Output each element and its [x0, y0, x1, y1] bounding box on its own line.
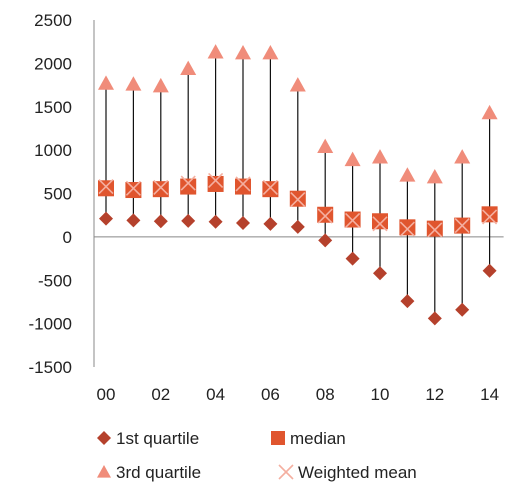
weighted-mean-point — [317, 208, 333, 224]
weighted-mean-point — [153, 179, 169, 195]
x-tick-label: 04 — [206, 385, 225, 404]
legend-weighted-mean-label: Weighted mean — [298, 463, 417, 482]
q3-point — [344, 151, 361, 167]
legend-median-label: median — [290, 429, 346, 448]
weighted-mean-point — [208, 172, 224, 189]
q1-point — [400, 294, 415, 309]
median-point — [152, 181, 169, 198]
median-point — [235, 178, 251, 195]
q3-point — [152, 77, 169, 93]
x-tick-label: 02 — [151, 385, 170, 404]
q1-point — [181, 213, 196, 228]
q1-point — [153, 214, 168, 229]
legend-q1-marker — [97, 431, 111, 445]
y-tick-label: 2500 — [34, 11, 72, 30]
legend-q1-label: 1st quartile — [116, 429, 199, 448]
median-point — [98, 180, 114, 197]
q1-point — [318, 233, 333, 248]
q1-point — [99, 211, 113, 226]
weighted-mean-point — [372, 216, 388, 232]
q3-point — [372, 149, 388, 164]
q3-point — [454, 149, 471, 164]
weighted-mean-point — [290, 192, 306, 208]
q1-point — [208, 214, 223, 229]
weighted-mean-point — [235, 176, 251, 192]
q3-point — [289, 77, 306, 92]
q1-point — [455, 302, 470, 317]
median-point — [207, 175, 224, 192]
median-point — [125, 182, 142, 199]
weighted-mean-point — [262, 179, 278, 195]
q3-point — [399, 167, 416, 182]
x-tick-label: 12 — [425, 385, 444, 404]
weighted-mean-point — [399, 221, 415, 237]
y-tick-label: 2000 — [34, 54, 72, 73]
y-tick-label: 1500 — [34, 98, 72, 117]
q3-point — [481, 104, 498, 120]
y-tick-label: -1500 — [29, 358, 72, 377]
x-tick-label: 06 — [261, 385, 280, 404]
x-tick-label: 00 — [97, 385, 116, 404]
q1-point — [345, 251, 360, 266]
legend-q3-label: 3rd quartile — [116, 463, 201, 482]
weighted-mean-point — [427, 222, 443, 238]
weighted-mean-point — [345, 212, 361, 228]
median-point — [399, 219, 416, 236]
weighted-mean-point — [180, 175, 196, 191]
legend-median-marker — [271, 431, 285, 445]
q3-point — [125, 76, 142, 91]
q1-point — [126, 213, 141, 228]
y-tick-label: -1000 — [29, 315, 72, 334]
q3-point — [98, 75, 114, 90]
q1-point — [263, 216, 278, 231]
q1-point — [482, 263, 497, 278]
q1-point — [236, 215, 250, 230]
y-tick-label: 0 — [63, 228, 72, 247]
q3-point — [426, 169, 443, 184]
x-tick-label: 10 — [371, 385, 390, 404]
weighted-mean-point — [454, 218, 470, 234]
legend-q3-marker — [97, 465, 111, 478]
y-tick-label: 1000 — [34, 141, 72, 160]
q3-point — [235, 44, 251, 60]
q1-point — [373, 266, 387, 281]
q3-point — [207, 44, 224, 59]
q1-point — [427, 311, 442, 326]
y-tick-label: -500 — [38, 271, 72, 290]
weighted-mean-point — [482, 209, 498, 225]
median-point — [481, 206, 498, 223]
q3-point — [180, 60, 197, 75]
q3-point — [317, 138, 334, 154]
median-point — [426, 220, 443, 237]
legend-weighted-mean-marker — [278, 464, 294, 480]
median-point — [372, 213, 388, 230]
weighted-mean-point — [125, 180, 141, 196]
median-point — [317, 206, 334, 223]
y-tick-label: 500 — [44, 185, 72, 204]
median-point — [180, 178, 197, 195]
x-tick-label: 14 — [480, 385, 499, 404]
weighted-mean-point — [98, 178, 114, 195]
median-point — [262, 181, 279, 198]
q3-point — [262, 44, 279, 60]
x-tick-label: 08 — [316, 385, 335, 404]
q1-point — [290, 219, 305, 234]
